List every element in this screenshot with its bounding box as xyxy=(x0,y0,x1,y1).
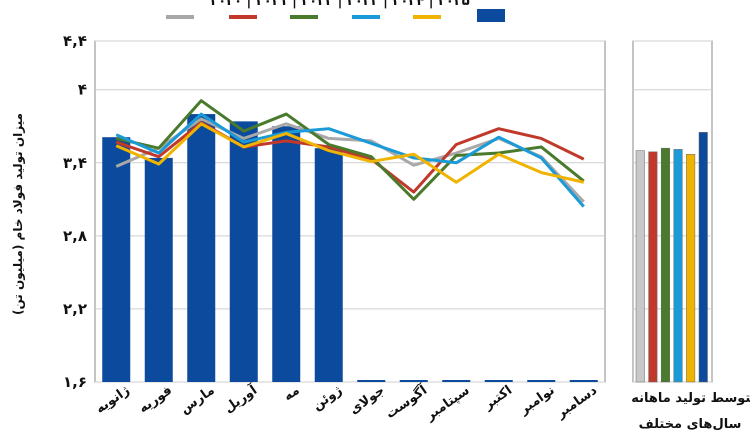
x-tick-label: ژانویه xyxy=(93,383,133,417)
x-tick-label: اکتبر xyxy=(480,383,515,413)
legend: ۲۰۲۰ | ۲۰۲۱ | ۲۰۲۲ | ۲۰۲۳ | ۲۰۲۴ | ۲۰۲۵ xyxy=(166,0,505,22)
line-series xyxy=(115,99,585,208)
bar xyxy=(229,121,258,382)
side-chart-label-line2: سال‌های مختلف xyxy=(639,417,742,430)
x-tick-label: سپتامبر xyxy=(422,383,472,424)
y-tick-label: ۲,۸ xyxy=(63,227,87,245)
side-bar xyxy=(648,151,658,383)
bar-empty xyxy=(442,380,471,382)
side-bar xyxy=(660,147,670,383)
y-tick-label: ۳,۴ xyxy=(63,154,87,172)
bar xyxy=(144,157,173,382)
legend-years-label: ۲۰۲۰ | ۲۰۲۱ | ۲۰۲۲ | ۲۰۲۳ | ۲۰۲۴ | ۲۰۲۵ xyxy=(210,0,469,9)
x-tick-label: مه xyxy=(281,383,303,404)
bar xyxy=(102,137,131,382)
bar xyxy=(314,148,343,382)
series-line-green-year xyxy=(115,99,585,201)
x-tick-label: مارس xyxy=(178,383,218,417)
y-axis-ticks: ۱,۶ ۲,۲ ۲,۸ ۳,۴ ۴ ۴,۴ xyxy=(63,32,87,391)
y-tick-label: ۴ xyxy=(78,81,87,99)
x-tick-label: دسامبر xyxy=(553,383,600,422)
bar-series xyxy=(102,114,598,383)
y-tick-label: ۲,۲ xyxy=(63,300,87,318)
plot-area xyxy=(94,40,606,383)
bar xyxy=(187,114,216,383)
legend-bar-swatch xyxy=(477,9,505,22)
bar xyxy=(272,126,301,382)
series-line-red-year xyxy=(115,121,585,194)
bar-empty xyxy=(399,380,428,382)
x-tick-label: آوریل xyxy=(220,381,260,416)
series-line-blue-year xyxy=(115,112,585,208)
bar-empty xyxy=(357,380,386,382)
side-bar xyxy=(673,149,683,383)
side-bar xyxy=(698,132,708,383)
x-tick-label: جولای xyxy=(347,383,388,418)
side-bar xyxy=(686,154,696,383)
side-chart-label-line1: متوسط تولید ماهانه xyxy=(631,391,750,406)
bar-empty xyxy=(484,380,513,382)
x-tick-label: آگوست xyxy=(382,381,430,422)
series-line-yellow-year xyxy=(115,122,585,184)
x-tick-label: ژوئن xyxy=(310,383,345,414)
y-axis-label: میزان تولید فولاد خام (میلیون تن) xyxy=(11,113,26,315)
x-tick-label: فوریه xyxy=(136,383,175,416)
side-bar xyxy=(635,150,645,383)
x-tick-label: نوامبر xyxy=(516,383,557,418)
y-tick-label: ۴,۴ xyxy=(63,32,87,50)
side-bar-series xyxy=(635,132,708,383)
bar-empty xyxy=(527,380,556,382)
bar-empty xyxy=(569,380,598,382)
x-axis-ticks: ژانویه فوریه مارس آوریل مه ژوئن جولایآگوستسپتا… xyxy=(93,381,600,424)
y-tick-label: ۱,۶ xyxy=(63,373,87,391)
